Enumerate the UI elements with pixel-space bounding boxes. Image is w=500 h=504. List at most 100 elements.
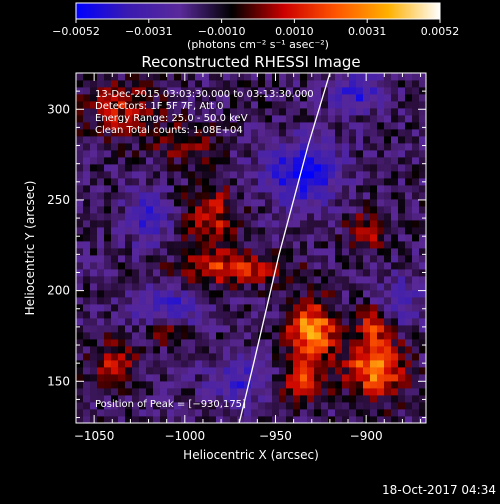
- heatmap-cell: [370, 416, 378, 423]
- heatmap-cell: [216, 87, 224, 95]
- heatmap-cell: [279, 157, 287, 165]
- heatmap-cell: [125, 332, 133, 340]
- heatmap-cell: [174, 395, 182, 403]
- heatmap-cell: [405, 332, 413, 340]
- heatmap-cell: [370, 122, 378, 130]
- heatmap-cell: [174, 241, 182, 249]
- heatmap-cell: [139, 248, 147, 256]
- heatmap-cell: [146, 206, 154, 214]
- heatmap-cell: [202, 94, 210, 102]
- heatmap-cell: [132, 325, 140, 333]
- heatmap-cell: [188, 269, 196, 277]
- heatmap-cell: [153, 241, 161, 249]
- heatmap-cell: [104, 234, 112, 242]
- heatmap-cell: [342, 395, 350, 403]
- heatmap-cell: [160, 339, 168, 347]
- heatmap-cell: [111, 290, 119, 298]
- heatmap-cell: [391, 381, 399, 389]
- heatmap-cell: [405, 129, 413, 137]
- heatmap-cell: [125, 409, 133, 417]
- heatmap-cell: [335, 199, 343, 207]
- heatmap-cell: [118, 304, 126, 312]
- heatmap-cell: [286, 255, 294, 263]
- heatmap-cell: [76, 290, 84, 298]
- heatmap-cell: [405, 122, 413, 130]
- heatmap-cell: [111, 136, 119, 144]
- heatmap-cell: [76, 276, 84, 284]
- heatmap-cell: [216, 157, 224, 165]
- heatmap-cell: [272, 241, 280, 249]
- heatmap-cell: [405, 346, 413, 354]
- heatmap-cell: [132, 297, 140, 305]
- heatmap-cell: [195, 143, 203, 151]
- heatmap-cell: [209, 276, 217, 284]
- heatmap-cell: [349, 283, 357, 291]
- heatmap-cell: [300, 360, 308, 368]
- heatmap-cell: [258, 353, 266, 361]
- heatmap-cell: [384, 297, 392, 305]
- heatmap-cell: [265, 122, 273, 130]
- heatmap-cell: [76, 374, 84, 382]
- heatmap-cell: [83, 87, 91, 95]
- heatmap-cell: [370, 290, 378, 298]
- heatmap-cell: [139, 206, 147, 214]
- heatmap-cell: [377, 255, 385, 263]
- heatmap-cell: [384, 339, 392, 347]
- heatmap-cell: [356, 255, 364, 263]
- heatmap-cell: [370, 353, 378, 361]
- heatmap-cell: [167, 143, 175, 151]
- heatmap-cell: [391, 241, 399, 249]
- heatmap-cell: [349, 234, 357, 242]
- heatmap-cell: [286, 234, 294, 242]
- plot-frame: [75, 72, 427, 424]
- heatmap-cell: [258, 171, 266, 179]
- heatmap-cell: [328, 395, 336, 403]
- heatmap-cell: [216, 262, 224, 270]
- heatmap-cell: [188, 262, 196, 270]
- heatmap-cell: [76, 388, 84, 396]
- heatmap-cell: [139, 255, 147, 263]
- heatmap-cell: [258, 262, 266, 270]
- heatmap-cell: [251, 311, 259, 319]
- heatmap-cell: [209, 409, 217, 417]
- heatmap-cell: [244, 234, 252, 242]
- heatmap-cell: [419, 185, 426, 193]
- heatmap-cell: [202, 262, 210, 270]
- heatmap-cell: [377, 143, 385, 151]
- heatmap-cell: [293, 290, 301, 298]
- heatmap-cell: [76, 164, 84, 172]
- heatmap-cell: [272, 367, 280, 375]
- heatmap-cell: [363, 248, 371, 256]
- heatmap-cell: [328, 80, 336, 88]
- heatmap-cell: [265, 143, 273, 151]
- heatmap-cell: [125, 213, 133, 221]
- heatmap-cell: [258, 311, 266, 319]
- heatmap-cell: [286, 339, 294, 347]
- heatmap-cell: [398, 192, 406, 200]
- heatmap-cell: [293, 108, 301, 116]
- heatmap-cell: [174, 108, 182, 116]
- heatmap-cell: [335, 206, 343, 214]
- heatmap-cell: [125, 360, 133, 368]
- heatmap-cell: [335, 115, 343, 123]
- heatmap-cell: [118, 409, 126, 417]
- heatmap-cell: [265, 290, 273, 298]
- heatmap-cell: [146, 73, 154, 81]
- heatmap-cell: [174, 255, 182, 263]
- heatmap-cell: [349, 388, 357, 396]
- heatmap-cell: [363, 136, 371, 144]
- heatmap-cell: [279, 318, 287, 326]
- heatmap-cell: [139, 304, 147, 312]
- heatmap-cell: [363, 157, 371, 165]
- heatmap-cell: [349, 80, 357, 88]
- heatmap-cell: [90, 269, 98, 277]
- heatmap-cell: [419, 339, 426, 347]
- heatmap-cell: [384, 381, 392, 389]
- heatmap-cell: [363, 241, 371, 249]
- heatmap-cell: [293, 269, 301, 277]
- heatmap-cell: [244, 388, 252, 396]
- heatmap-cell: [174, 115, 182, 123]
- heatmap-cell: [111, 402, 119, 410]
- heatmap-cell: [181, 248, 189, 256]
- heatmap-cell: [328, 318, 336, 326]
